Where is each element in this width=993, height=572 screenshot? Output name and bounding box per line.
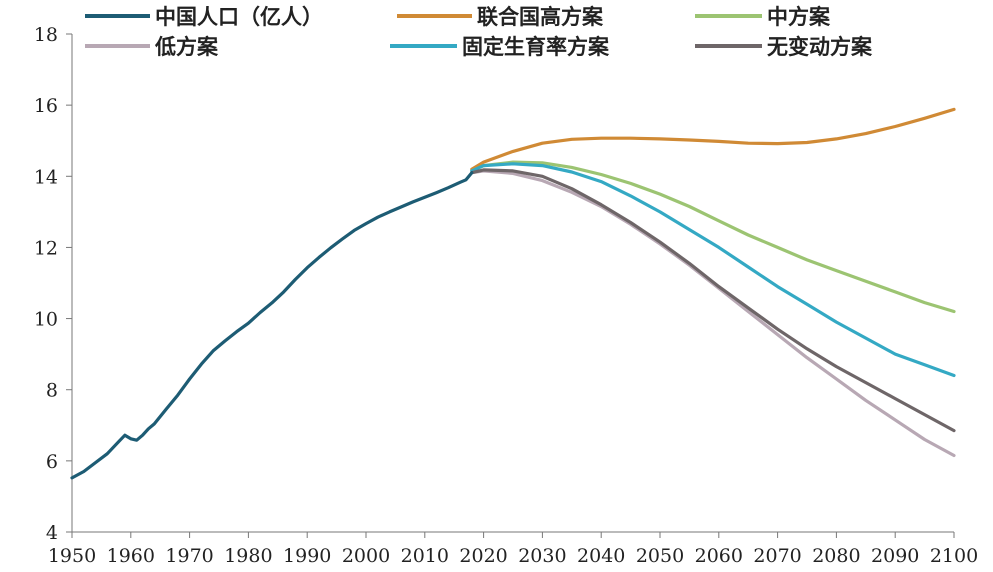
x-tick-label: 2090 <box>871 545 919 567</box>
x-tick-label: 1950 <box>48 545 96 567</box>
x-tick-label: 2060 <box>695 545 743 567</box>
y-tick-label: 6 <box>46 451 58 473</box>
legend-item-un-high: 联合国高方案 <box>397 5 604 29</box>
y-axis-ticks: 4 6 8 10 12 14 16 18 <box>34 24 72 544</box>
y-tick-label: 8 <box>46 380 58 402</box>
legend-item-low: 低方案 <box>85 35 219 59</box>
series-lines <box>70 107 956 480</box>
series-line-medium <box>470 160 956 314</box>
x-tick-label: 2050 <box>636 545 684 567</box>
x-tick-label: 2080 <box>812 545 860 567</box>
y-tick-label: 14 <box>34 166 58 188</box>
legend-label-low: 低方案 <box>154 35 219 59</box>
y-tick-label: 18 <box>34 24 58 46</box>
legend-label-medium: 中方案 <box>767 5 831 29</box>
x-tick-label: 2100 <box>930 545 978 567</box>
x-tick-label: 2010 <box>401 545 449 567</box>
x-tick-label: 2000 <box>342 545 390 567</box>
x-tick-label: 2020 <box>459 545 507 567</box>
series-line-no-change <box>470 168 956 433</box>
series-line-china-population <box>70 171 474 480</box>
x-tick-label: 1980 <box>224 545 272 567</box>
y-tick-label: 16 <box>34 95 58 117</box>
legend-item-no-change: 无变动方案 <box>695 35 873 59</box>
x-tick-label: 1970 <box>165 545 213 567</box>
y-tick-label: 10 <box>34 309 58 331</box>
legend-item-china-population: 中国人口（亿人） <box>85 5 323 29</box>
series-line-low <box>470 169 956 458</box>
axes: 4 6 8 10 12 14 16 18 1950 1960 1970 1980 1990 2000 20… <box>34 24 978 567</box>
x-tick-label: 1960 <box>107 545 155 567</box>
y-tick-label: 12 <box>34 237 58 259</box>
legend-item-medium: 中方案 <box>695 5 831 29</box>
x-tick-label: 2070 <box>753 545 801 567</box>
series-line-un-high <box>470 107 956 171</box>
x-tick-label: 1990 <box>283 545 331 567</box>
legend-item-fixed-fertility: 固定生育率方案 <box>390 35 610 59</box>
series-line-fixed-fertility <box>470 162 956 378</box>
legend: 中国人口（亿人） 联合国高方案 中方案 低方案 固定生育率方案 无变动方案 <box>85 5 873 59</box>
x-axis-ticks: 1950 1960 1970 1980 1990 2000 2010 2020 2030 2040… <box>48 532 978 567</box>
x-tick-label: 2040 <box>577 545 625 567</box>
legend-label-china-population: 中国人口（亿人） <box>155 5 323 29</box>
x-tick-label: 2030 <box>518 545 566 567</box>
legend-label-un-high: 联合国高方案 <box>477 5 604 29</box>
y-tick-label: 4 <box>46 522 58 544</box>
legend-label-fixed-fertility: 固定生育率方案 <box>462 35 610 59</box>
legend-label-no-change: 无变动方案 <box>767 35 873 59</box>
